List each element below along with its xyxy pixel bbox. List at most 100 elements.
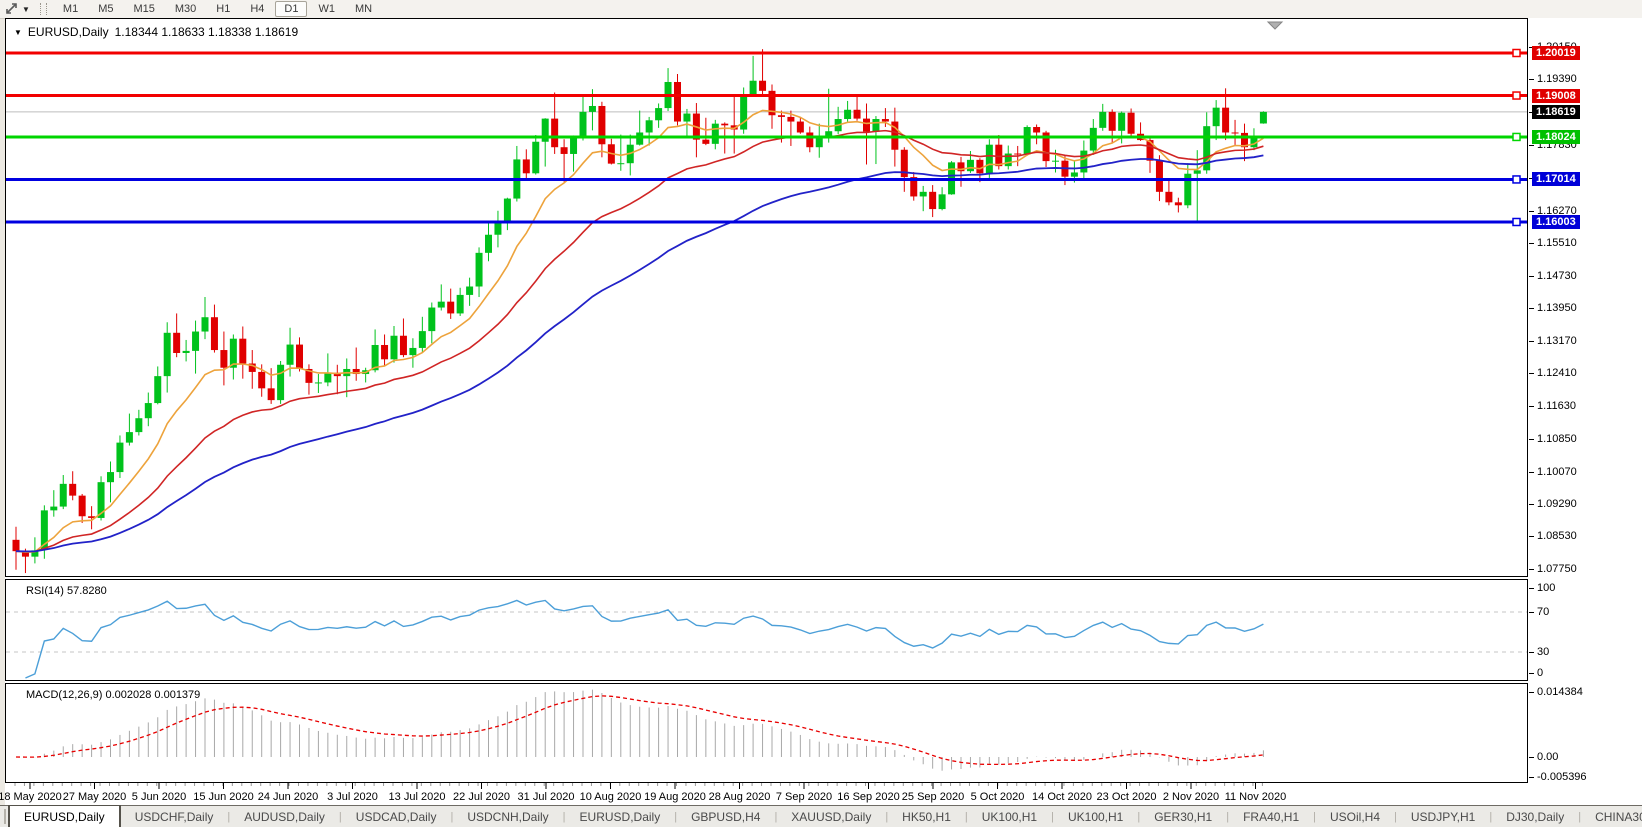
- period-button-h1[interactable]: H1: [216, 3, 231, 15]
- candle-down: [796, 121, 804, 133]
- date-axis[interactable]: 18 May 2020 27 May 2020 5 Jun 2020 15 Jun 2…: [0, 783, 1642, 805]
- candle-down: [929, 191, 937, 210]
- candle-down: [995, 144, 1003, 167]
- price-axis-tick: 1.19390: [1529, 73, 1577, 86]
- candle-up: [1070, 172, 1078, 177]
- price-axis-tick: 1.10850: [1529, 432, 1577, 445]
- period-button-m1[interactable]: M1: [62, 3, 79, 15]
- main-price-panel[interactable]: ▼ EURUSD,Daily 1.18344 1.18633 1.18338 1…: [5, 18, 1528, 577]
- rsi-indicator-panel[interactable]: RSI(14) 57.8280: [5, 579, 1528, 681]
- chart-tab-hk50-h1[interactable]: HK50,H1: [902, 809, 951, 824]
- candle-down: [957, 162, 965, 172]
- candle-down: [1042, 132, 1050, 162]
- candle-up: [428, 307, 436, 332]
- candle-up: [1080, 150, 1088, 173]
- date-axis-label: 5 Jun 2020: [131, 791, 187, 803]
- candle-up: [163, 332, 171, 377]
- candle-up: [485, 234, 492, 253]
- ma-25-line: [15, 129, 1264, 553]
- chart-tab-china300-h1[interactable]: CHINA300,H1: [1595, 809, 1642, 824]
- candle-up: [409, 347, 417, 356]
- period-button-d1[interactable]: D1: [275, 1, 308, 17]
- price-axis-tick: 1.11630: [1529, 400, 1576, 412]
- candle-down: [21, 551, 29, 557]
- tab-separator: |: [1137, 810, 1141, 823]
- chart-tab-xauusd-daily[interactable]: XAUUSD,Daily: [791, 809, 872, 824]
- candle-down: [78, 495, 86, 517]
- date-axis-label: 19 Aug 2020: [644, 791, 706, 803]
- chart-tab-usdjpy-h1[interactable]: USDJPY,H1: [1410, 809, 1476, 824]
- period-button-m5[interactable]: M5: [98, 3, 114, 15]
- candle-up: [182, 350, 190, 353]
- candle-down: [1127, 112, 1135, 134]
- line-handle-square[interactable]: [1512, 48, 1521, 58]
- chart-tab-audusd-daily[interactable]: AUDUSD,Daily: [244, 809, 325, 824]
- candle-down: [399, 335, 407, 356]
- line-handle-square[interactable]: [1512, 91, 1521, 100]
- candle-down: [1155, 160, 1163, 192]
- price-axis[interactable]: 1.201501.193901.186101.178301.170501.162…: [1528, 18, 1642, 783]
- line-handle-square[interactable]: [1512, 132, 1521, 142]
- collapse-ohlc-icon[interactable]: ▼: [14, 27, 22, 37]
- line-handle-square[interactable]: [1512, 175, 1521, 184]
- chart-tab-fra40-h1[interactable]: FRA40,H1: [1243, 809, 1300, 824]
- candle-down: [721, 123, 729, 126]
- period-button-w1[interactable]: W1: [318, 3, 335, 15]
- candle-down: [1174, 202, 1182, 206]
- candle-up: [475, 252, 483, 287]
- tab-separator: |: [885, 810, 889, 823]
- date-axis-label: 2 Nov 2020: [1162, 791, 1220, 803]
- candle-up: [825, 131, 833, 138]
- period-button-mn[interactable]: MN: [354, 3, 373, 15]
- macd-indicator-panel[interactable]: MACD(12,26,9) 0.002028 0.001379: [5, 683, 1528, 783]
- candle-down: [759, 80, 767, 91]
- candle-up: [872, 119, 880, 132]
- chart-title: ▼ EURUSD,Daily 1.18344 1.18633 1.18338 1…: [14, 25, 298, 39]
- chart-tab-usdcnh-daily[interactable]: USDCNH,Daily: [467, 809, 549, 824]
- date-axis-label: 3 Jul 2020: [327, 791, 378, 803]
- tab-separator: |: [674, 810, 678, 823]
- periodicity-icon[interactable]: [3, 2, 21, 16]
- chart-tab-uk100-h1[interactable]: UK100,H1: [981, 809, 1038, 824]
- candle-up: [116, 442, 124, 473]
- date-axis-label: 27 May 2020: [62, 791, 127, 803]
- candle-down: [1146, 140, 1154, 161]
- period-button-m30[interactable]: M30: [174, 3, 197, 15]
- line-handle-square[interactable]: [1512, 217, 1521, 227]
- candle-down: [381, 344, 389, 360]
- candle-up: [456, 294, 464, 314]
- tab-bar-grip: [4, 809, 6, 824]
- macd-signal-line: [15, 695, 1264, 766]
- chart-tab-ger30-h1[interactable]: GER30,H1: [1154, 809, 1213, 824]
- candle-down: [598, 105, 606, 145]
- candle-up: [532, 141, 540, 174]
- toolbar-grip[interactable]: [39, 3, 47, 15]
- chart-tab-eurusd-daily[interactable]: EURUSD,Daily: [8, 805, 121, 827]
- period-button-h4[interactable]: H4: [250, 3, 265, 15]
- date-axis-label: 7 Sep 2020: [775, 791, 833, 803]
- candle-up: [1259, 111, 1267, 124]
- macd-canvas[interactable]: [6, 684, 1527, 782]
- chart-shift-marker[interactable]: [1266, 21, 1284, 30]
- period-button-m15[interactable]: M15: [133, 3, 155, 15]
- timeframe-toolbar: ▼ M1 M5 M15 M30 H1 H4 D1 W1 MN: [0, 0, 1642, 19]
- price-chart-canvas[interactable]: [6, 19, 1527, 576]
- chart-tab-dj30-daily[interactable]: DJ30,Daily: [1506, 809, 1565, 824]
- candle-up: [1089, 127, 1097, 151]
- candle-up: [617, 163, 625, 165]
- rsi-canvas[interactable]: [6, 580, 1527, 680]
- candle-up: [815, 137, 823, 148]
- candle-down: [352, 368, 360, 375]
- candle-up: [59, 483, 67, 507]
- periodicity-dropdown-caret[interactable]: ▼: [22, 4, 30, 14]
- chart-tab-usdchf-daily[interactable]: USDCHF,Daily: [134, 809, 214, 824]
- chart-tab-eurusd-daily[interactable]: EURUSD,Daily: [579, 809, 661, 824]
- chart-tab-usdcad-daily[interactable]: USDCAD,Daily: [355, 809, 437, 824]
- tab-list: EURUSD,Daily USDCHF,Daily | AUDUSD,Daily | US…: [8, 805, 1642, 827]
- date-axis-label: 11 Nov 2020: [1224, 791, 1287, 803]
- chart-tab-gbpusd-h4[interactable]: GBPUSD,H4: [691, 809, 761, 824]
- candle-up: [683, 113, 691, 122]
- chart-tab-uk100-h1[interactable]: UK100,H1: [1067, 809, 1124, 824]
- chart-window: ▼ EURUSD,Daily 1.18344 1.18633 1.18338 1…: [0, 18, 1642, 805]
- chart-tab-usoil-h4[interactable]: USOil,H4: [1329, 809, 1380, 824]
